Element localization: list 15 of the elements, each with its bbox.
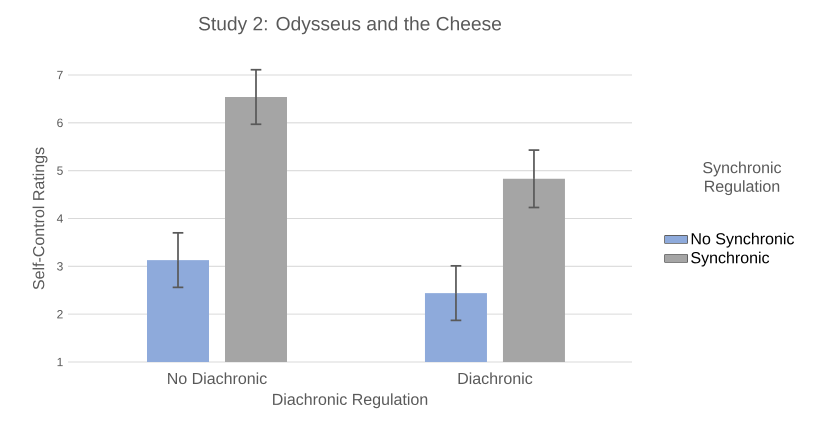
legend-label: No Synchronic bbox=[692, 232, 794, 248]
x-axis-title: Diachronic Regulation bbox=[273, 393, 428, 408]
y-tick-label: 6 bbox=[57, 118, 63, 128]
y-tick-label: 2 bbox=[57, 310, 63, 318]
y-tick-label: 4 bbox=[56, 214, 63, 223]
chart-title: Study 2: Odysseus and the Cheese bbox=[198, 16, 502, 34]
x-tick-label: No Diachronic bbox=[168, 372, 267, 384]
x-tick-label: Diachronic bbox=[458, 372, 532, 384]
y-tick-label: 7 bbox=[57, 70, 63, 80]
y-tick-label: 5 bbox=[57, 166, 63, 175]
y-tick-label: 1 bbox=[58, 358, 63, 366]
y-axis-title: Self-Control Ratings bbox=[32, 148, 48, 290]
legend-label: Synchronic bbox=[691, 252, 770, 267]
y-tick-label: 3 bbox=[57, 262, 63, 271]
legend-title: Synchronic Regulation bbox=[703, 162, 782, 196]
